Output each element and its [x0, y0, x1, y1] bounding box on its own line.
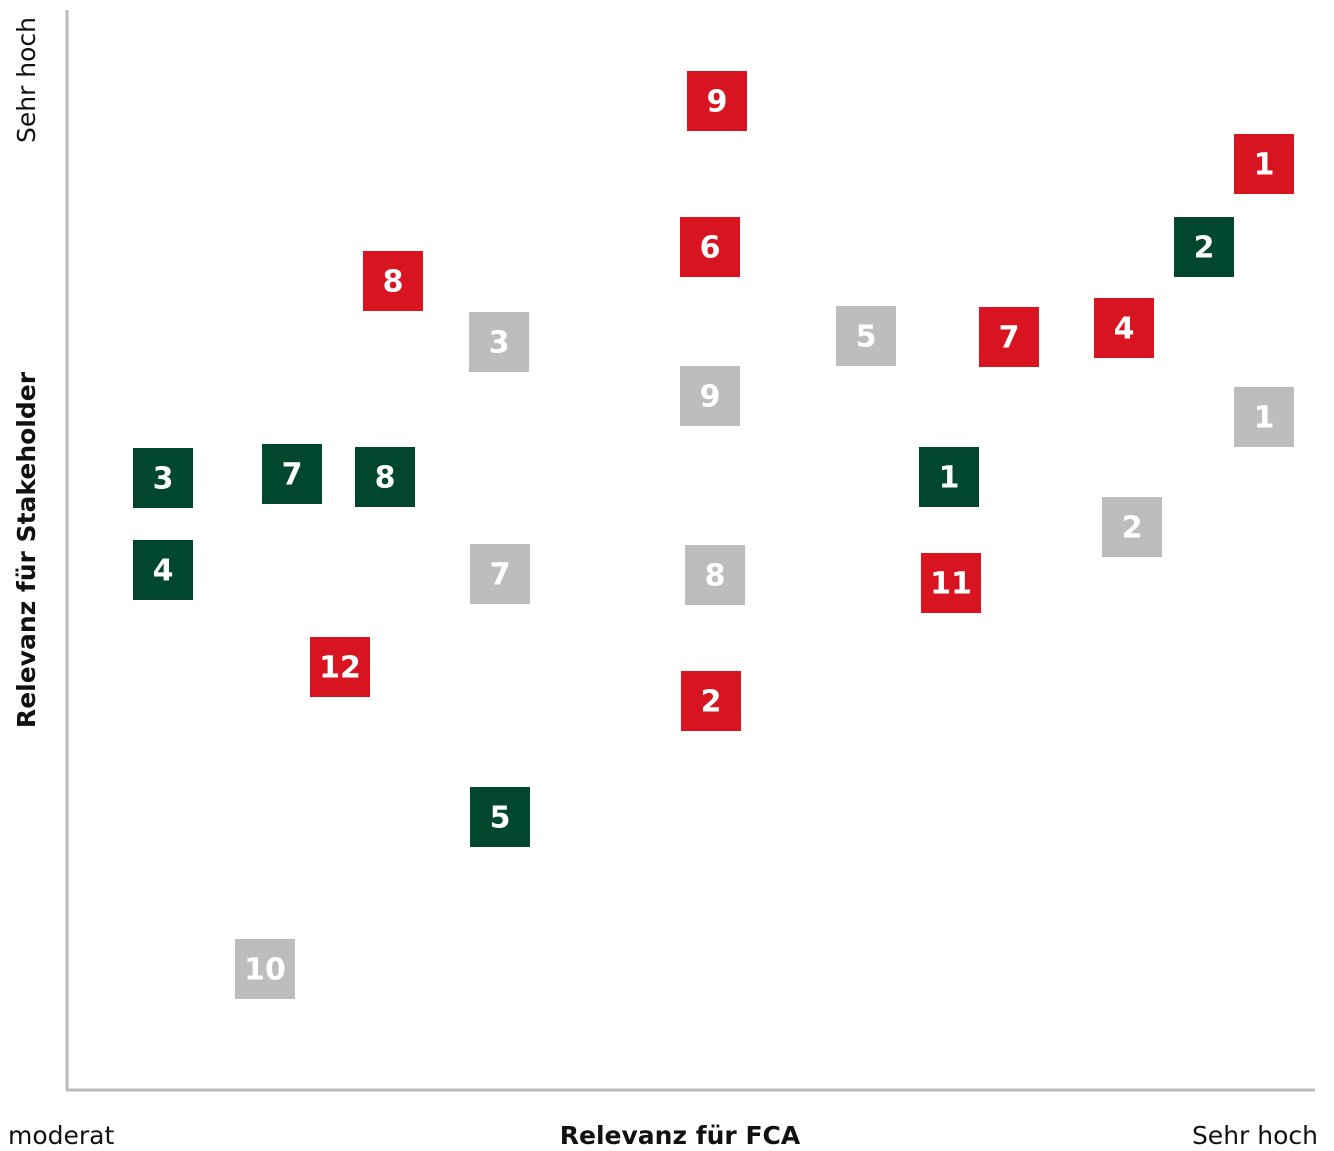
node-label: 6	[700, 231, 721, 266]
node-box	[1094, 298, 1154, 358]
node-label: 8	[375, 461, 396, 496]
node-box	[355, 447, 415, 507]
node-label: 8	[705, 559, 726, 594]
node-box	[1102, 497, 1162, 557]
node-label: 4	[1114, 312, 1135, 347]
node-label: 7	[999, 321, 1020, 356]
node-label: 5	[490, 801, 511, 836]
x-low-label: moderat	[8, 1121, 114, 1150]
node-label: 8	[383, 265, 404, 300]
node-label: 1	[1254, 148, 1275, 183]
node-box	[680, 217, 740, 277]
y-high-label: Sehr hoch	[12, 17, 41, 143]
node-label: 10	[244, 953, 286, 988]
node-box	[133, 540, 193, 600]
node-box	[235, 939, 295, 999]
node-box	[921, 553, 981, 613]
node-label: 2	[1122, 511, 1143, 546]
node-label: 2	[701, 685, 722, 720]
x-axis-title: Relevanz für FCA	[560, 1121, 801, 1150]
node-label: 3	[489, 326, 510, 361]
node-label: 5	[856, 320, 877, 355]
node-label: 9	[700, 380, 721, 415]
node-box	[681, 671, 741, 731]
node-box	[470, 544, 530, 604]
node-label: 2	[1194, 231, 1215, 266]
node-label: 7	[282, 458, 303, 493]
node-box	[685, 545, 745, 605]
node-box	[1234, 134, 1294, 194]
node-box	[469, 312, 529, 372]
node-label: 1	[1254, 401, 1275, 436]
node-box	[133, 448, 193, 508]
node-box	[919, 447, 979, 507]
node-box	[1234, 387, 1294, 447]
y-axis-title: Relevanz für Stakeholder	[12, 371, 41, 728]
node-box	[979, 307, 1039, 367]
node-box	[310, 637, 370, 697]
node-label: 12	[319, 651, 361, 686]
node-label: 4	[153, 554, 174, 589]
node-label: 3	[153, 462, 174, 497]
node-label: 9	[707, 85, 728, 120]
node-label: 7	[490, 558, 511, 593]
node-label: 1	[939, 461, 960, 496]
node-box	[687, 71, 747, 131]
node-box	[836, 306, 896, 366]
node-box	[1174, 217, 1234, 277]
node-box	[363, 251, 423, 311]
node-box	[470, 787, 530, 847]
x-high-label: Sehr hoch	[1192, 1121, 1318, 1150]
node-label: 11	[930, 567, 972, 602]
node-box	[680, 366, 740, 426]
node-box	[262, 444, 322, 504]
